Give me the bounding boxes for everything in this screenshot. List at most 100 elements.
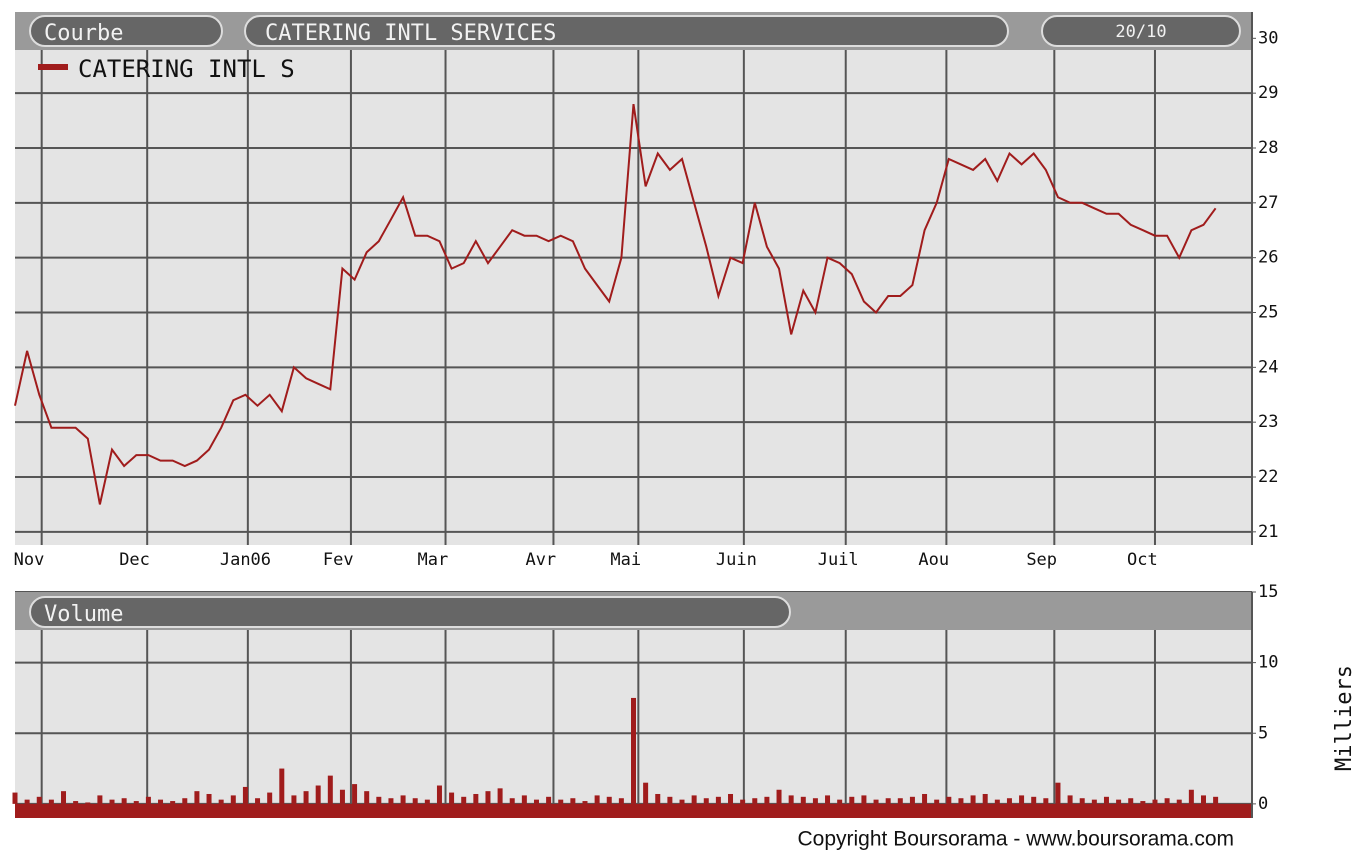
volume-bar [558,800,563,804]
volume-bar [874,800,879,804]
volume-bar [1152,800,1157,804]
y-tick-label: 15 [1258,582,1278,602]
volume-bar [158,800,163,804]
volume-bar [85,802,90,803]
y-tick-label: 23 [1258,412,1278,432]
volume-bar [388,798,393,804]
volume-bar [134,801,139,804]
volume-bar [37,797,42,804]
volume-bar [340,790,345,804]
volume-bar [1104,797,1109,804]
volume-bar [692,795,697,803]
volume-bar [1201,795,1206,803]
volume-bar [983,794,988,804]
volume-bar [801,797,806,804]
volume-bar [498,788,503,804]
y-tick-label: 22 [1258,467,1278,487]
price-plot-bg [15,12,1252,545]
volume-bar [473,794,478,804]
volume-bar [352,784,357,804]
volume-bar [922,794,927,804]
volume-bar [667,797,672,804]
volume-bar [304,791,309,804]
x-tick-label: Dec [119,550,150,570]
volume-bar [122,798,127,804]
volume-bar [607,797,612,804]
volume-bar [207,794,212,804]
volume-bar [146,797,151,804]
volume-bar [1043,798,1048,804]
x-tick-label: Oct [1127,550,1158,570]
volume-bar [510,798,515,804]
y-tick-label: 28 [1258,138,1278,158]
volume-bar [231,795,236,803]
volume-bar [401,795,406,803]
volume-bar [728,794,733,804]
volume-bar [425,800,430,804]
volume-bar [376,797,381,804]
x-tick-label: Mai [610,550,641,570]
volume-bar [971,795,976,803]
volume-bar [1140,801,1145,804]
volume-bar [1116,800,1121,804]
volume-floor [15,804,1252,818]
volume-bar [777,790,782,804]
volume-bar [1055,783,1060,804]
volume-bar [619,798,624,804]
volume-bar [849,797,854,804]
volume-bar [61,791,66,804]
volume-title: Volume [44,602,123,627]
y-tick-label: 0 [1258,794,1268,814]
volume-bar [182,798,187,804]
volume-bar [1165,798,1170,804]
volume-bar [316,786,321,804]
volume-bar [546,797,551,804]
volume-bar [1080,798,1085,804]
volume-bar [49,800,54,804]
volume-bar [485,791,490,804]
volume-bar [655,794,660,804]
y-tick-label: 29 [1258,83,1278,103]
y-tick-label: 10 [1258,653,1278,673]
volume-bar [643,783,648,804]
y-tick-label: 30 [1258,28,1278,48]
x-tick-label: Aou [918,550,949,570]
x-tick-label: Nov [14,550,45,570]
volume-bar [461,797,466,804]
volume-bar [97,795,102,803]
volume-bar [946,797,951,804]
volume-bar [1213,797,1218,804]
volume-bar [752,798,757,804]
y-tick-label: 21 [1258,522,1278,542]
volume-bar [1068,795,1073,803]
volume-bar [170,801,175,804]
volume-bar [704,798,709,804]
y-tick-label: 27 [1258,193,1278,213]
x-tick-label: Fev [323,550,354,570]
volume-pill [30,597,790,627]
volume-bar [861,795,866,803]
volume-bar [789,795,794,803]
x-tick-label: Jan06 [220,550,271,570]
volume-bar [219,800,224,804]
volume-bar [13,793,18,804]
chart: Courbe CATERING INTL SERVICES 20/10 Volu… [0,0,1355,854]
volume-bar [25,800,30,804]
volume-bar [898,798,903,804]
volume-bar [740,800,745,804]
volume-bar [194,791,199,804]
chart-title: CATERING INTL SERVICES [265,21,556,46]
panel-label: Courbe [44,21,123,46]
volume-bar [73,801,78,804]
y-tick-label: 26 [1258,248,1278,268]
volume-bar [291,795,296,803]
date: 20/10 [1115,22,1166,42]
volume-bar [995,800,1000,804]
volume-bar [1007,798,1012,804]
volume-bar [680,800,685,804]
volume-bar [813,798,818,804]
volume-bar [328,776,333,804]
volume-bar [1177,800,1182,804]
legend-label: CATERING INTL S [78,55,295,83]
y-tick-label: 5 [1258,723,1268,743]
